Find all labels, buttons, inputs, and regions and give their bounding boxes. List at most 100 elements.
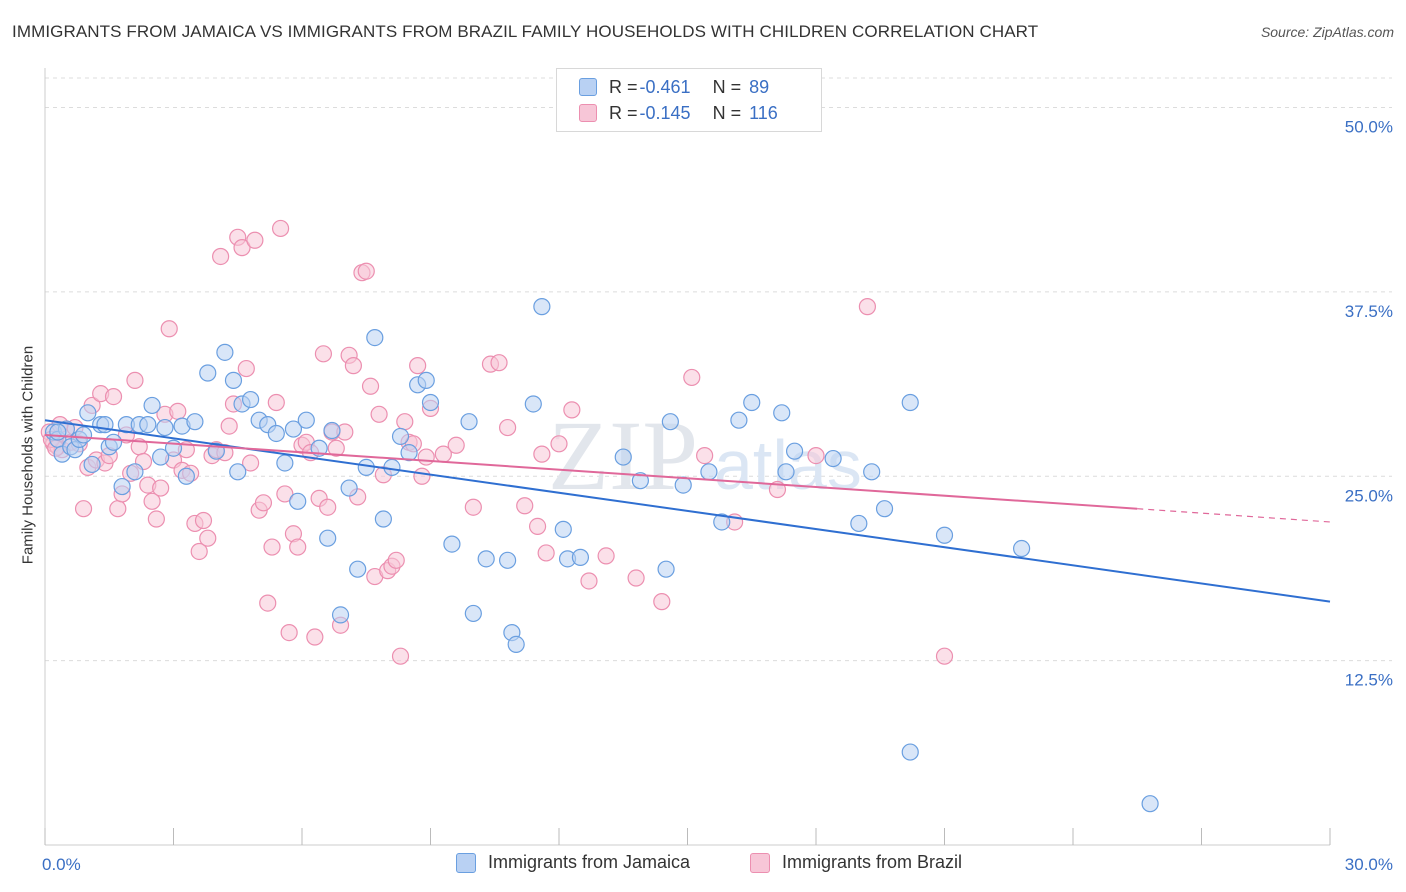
brazil-point bbox=[237, 359, 255, 378]
jamaica-point bbox=[319, 529, 337, 547]
legend-item-brazil[interactable]: Immigrants from Brazil bbox=[750, 852, 962, 873]
x-tick-label-max: 30.0% bbox=[1345, 855, 1393, 874]
brazil-point bbox=[807, 447, 825, 465]
brazil-point bbox=[550, 435, 568, 453]
brazil-point bbox=[109, 500, 127, 518]
brazil-point bbox=[370, 405, 388, 423]
jamaica-point bbox=[417, 371, 435, 389]
jamaica-point bbox=[901, 393, 919, 412]
y-tick-label: 25.0% bbox=[1345, 486, 1393, 505]
brazil-point bbox=[314, 345, 333, 363]
jamaica-point bbox=[83, 455, 101, 474]
jamaica-point bbox=[229, 463, 247, 481]
brazil-point bbox=[409, 357, 427, 375]
jamaica-point bbox=[297, 411, 315, 429]
brazil-point bbox=[267, 393, 285, 412]
brazil-point bbox=[361, 377, 380, 395]
jamaica-point bbox=[571, 548, 590, 566]
y-tick-label: 50.0% bbox=[1345, 118, 1393, 137]
brazil-point bbox=[580, 572, 598, 590]
jamaica-point bbox=[216, 343, 234, 361]
source-label: Source: ZipAtlas.com bbox=[1260, 24, 1394, 40]
brazil-point bbox=[276, 485, 294, 503]
brazil-point bbox=[327, 439, 345, 457]
jamaica-point bbox=[499, 551, 517, 569]
jamaica-point bbox=[126, 463, 144, 481]
brazil-point bbox=[528, 517, 547, 536]
brazil-point bbox=[396, 413, 414, 431]
jamaica-point bbox=[631, 472, 649, 490]
stats-legend: R = -0.461 N = 89 R = -0.145 N = 116 bbox=[556, 68, 822, 132]
brazil-point bbox=[271, 219, 290, 238]
chart-title: IMMIGRANTS FROM JAMAICA VS IMMIGRANTS FR… bbox=[12, 22, 1039, 41]
jamaica-point bbox=[366, 329, 384, 347]
brazil-point bbox=[653, 593, 671, 611]
jamaica-point bbox=[657, 560, 675, 578]
brazil-point bbox=[104, 388, 123, 406]
jamaica-n-value: 89 bbox=[749, 76, 770, 97]
jamaica-point bbox=[152, 448, 170, 466]
jamaica-point bbox=[875, 500, 894, 518]
jamaica-point bbox=[524, 395, 542, 413]
brazil-point bbox=[220, 417, 238, 435]
brazil-point bbox=[696, 447, 714, 465]
brazil-point bbox=[152, 479, 170, 497]
jamaica-point bbox=[935, 526, 954, 544]
brazil-point bbox=[683, 368, 701, 387]
jamaica-point bbox=[777, 463, 795, 481]
jamaica-r-value: -0.461 bbox=[639, 76, 691, 97]
x-tick-label-min: 0.0% bbox=[42, 855, 81, 874]
brazil-point bbox=[160, 320, 178, 338]
brazil-n-value: 116 bbox=[749, 102, 778, 123]
brazil-point bbox=[533, 445, 551, 463]
jamaica-point bbox=[785, 442, 804, 460]
jamaica-point bbox=[276, 454, 294, 472]
brazil-point bbox=[143, 492, 161, 510]
brazil-point bbox=[126, 371, 144, 389]
jamaica-point bbox=[743, 393, 761, 412]
jamaica-point bbox=[460, 413, 478, 431]
brazil-trend-line bbox=[44, 433, 1138, 510]
jamaica-point bbox=[554, 520, 572, 538]
brazil-trend-extension bbox=[1137, 508, 1331, 523]
trend-lines bbox=[44, 419, 1331, 603]
brazil-point bbox=[74, 500, 93, 518]
brazil-point bbox=[319, 498, 337, 516]
jamaica-point bbox=[391, 427, 410, 446]
jamaica-point bbox=[773, 404, 791, 422]
brazil-point bbox=[263, 538, 281, 556]
jamaica-point bbox=[74, 426, 93, 444]
legend-item-jamaica[interactable]: Immigrants from Jamaica bbox=[456, 852, 690, 873]
jamaica-point bbox=[824, 449, 842, 468]
brazil-point bbox=[147, 510, 165, 528]
brazil-point bbox=[289, 538, 307, 556]
jamaica-point bbox=[177, 467, 195, 485]
brazil-point bbox=[387, 551, 405, 569]
jamaica-point bbox=[186, 413, 204, 431]
jamaica-point bbox=[674, 476, 692, 494]
brazil-point bbox=[212, 247, 230, 266]
brazil-point bbox=[537, 544, 555, 562]
jamaica-point bbox=[421, 393, 440, 412]
brazil-point bbox=[391, 647, 410, 665]
brazil-point bbox=[357, 262, 375, 280]
jamaica-point bbox=[614, 448, 632, 466]
jamaica-point bbox=[901, 743, 919, 761]
y-tick-label: 12.5% bbox=[1345, 671, 1393, 690]
legend-jamaica-swatch bbox=[456, 852, 476, 873]
brazil-point bbox=[306, 628, 324, 646]
jamaica-point bbox=[340, 479, 358, 497]
jamaica-point bbox=[700, 463, 718, 481]
jamaica-r-label: R = bbox=[609, 76, 638, 97]
jamaica-point bbox=[533, 298, 551, 316]
jamaica-point bbox=[139, 416, 157, 434]
brazil-point bbox=[516, 497, 534, 515]
jamaica-point bbox=[713, 513, 731, 531]
jamaica-point bbox=[1141, 795, 1159, 813]
legend-row-brazil: R = -0.145 N = 116 bbox=[579, 101, 778, 125]
brazil-point bbox=[858, 298, 877, 316]
brazil-point bbox=[194, 511, 213, 530]
brazil-point bbox=[246, 231, 264, 249]
jamaica-point bbox=[49, 423, 67, 441]
